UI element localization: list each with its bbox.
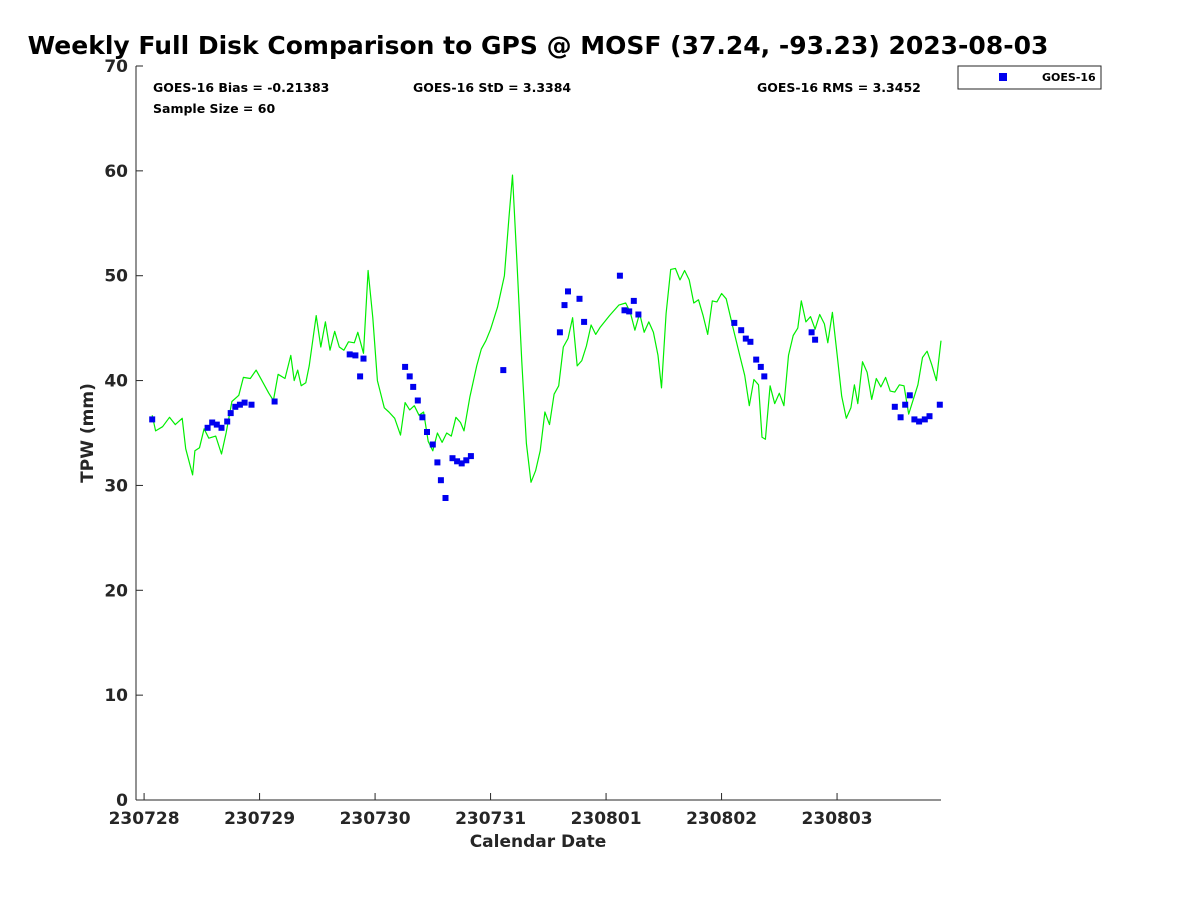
x-tick-label: 230730 xyxy=(340,809,411,829)
legend: GOES-16 xyxy=(957,65,1102,90)
goes16-point xyxy=(232,403,239,410)
goes16-point xyxy=(463,457,470,464)
std-stat: GOES-16 StD = 3.3384 xyxy=(413,80,571,95)
rms-stat: GOES-16 RMS = 3.3452 xyxy=(757,80,921,95)
goes16-point xyxy=(616,272,623,279)
goes16-point xyxy=(467,453,474,460)
goes16-point xyxy=(500,367,507,374)
goes16-point xyxy=(414,397,421,404)
goes16-point xyxy=(902,401,909,408)
chart-title: Weekly Full Disk Comparison to GPS @ MOS… xyxy=(28,31,1049,60)
x-tick-label: 230803 xyxy=(802,809,873,829)
y-tick-label: 10 xyxy=(104,686,128,706)
goes16-point xyxy=(731,319,738,326)
goes16-point xyxy=(442,495,449,501)
goes16-point xyxy=(581,318,588,325)
legend-label-goes16: GOES-16 xyxy=(1042,71,1096,84)
goes16-point xyxy=(224,418,231,425)
goes16-point xyxy=(424,429,430,435)
goes16-point xyxy=(635,311,642,318)
y-tick-label: 20 xyxy=(104,581,128,601)
goes16-point xyxy=(227,410,234,417)
goes16-point xyxy=(906,392,913,399)
goes16-point xyxy=(891,403,898,410)
goes16-point xyxy=(402,363,409,370)
gps-line xyxy=(151,174,942,483)
goes16-point xyxy=(449,455,456,462)
plot-area: 0 10 20 30 40 50 60 70 230728 230729 230730 230731… xyxy=(104,57,943,829)
goes16-point xyxy=(761,373,768,380)
goes16-point xyxy=(434,459,441,466)
goes16-point xyxy=(753,356,760,363)
goes16-point xyxy=(926,413,933,420)
goes16-point xyxy=(213,421,220,428)
goes16-point xyxy=(561,302,568,309)
goes16-point xyxy=(149,416,156,423)
y-tick-label: 40 xyxy=(104,372,128,392)
goes16-point xyxy=(360,355,367,362)
goes16-point xyxy=(357,373,364,380)
legend-box xyxy=(957,65,1102,90)
x-ticks: 230728 230729 230730 230731 230801 230802 2308… xyxy=(109,793,873,829)
goes16-point xyxy=(621,307,628,314)
sample-size-stat: Sample Size = 60 xyxy=(153,101,275,116)
goes16-point xyxy=(565,288,571,295)
legend-marker-goes16 xyxy=(999,73,1007,81)
goes16-point xyxy=(742,335,749,342)
y-tick-label: 50 xyxy=(104,267,128,287)
goes16-point xyxy=(209,419,216,426)
goes16-point xyxy=(936,401,943,408)
goes16-point xyxy=(429,441,436,448)
goes16-point xyxy=(630,297,637,304)
goes16-point xyxy=(352,352,359,359)
goes16-point xyxy=(236,401,243,408)
goes16-point xyxy=(458,460,465,467)
goes16-point xyxy=(406,373,413,380)
x-tick-label: 230731 xyxy=(455,809,526,829)
y-axis-label: TPW (mm) xyxy=(78,383,98,483)
goes16-point xyxy=(410,383,417,390)
goes16-point xyxy=(576,295,583,302)
goes16-point xyxy=(916,418,923,425)
goes16-point xyxy=(897,414,904,421)
goes16-point xyxy=(808,329,815,336)
goes16-point xyxy=(757,363,764,370)
gps-series xyxy=(151,174,942,483)
x-tick-label: 230729 xyxy=(224,809,295,829)
goes16-point xyxy=(204,424,211,431)
goes16-point xyxy=(812,336,819,343)
goes16-point xyxy=(419,414,426,421)
goes16-point xyxy=(437,477,444,484)
y-tick-label: 0 xyxy=(116,791,128,811)
goes16-point xyxy=(556,329,563,336)
goes16-point xyxy=(738,327,745,334)
goes16-point xyxy=(271,398,278,405)
x-tick-label: 230802 xyxy=(686,809,757,829)
goes16-point xyxy=(747,338,754,345)
y-tick-label: 60 xyxy=(104,162,128,182)
goes16-point xyxy=(218,424,225,431)
y-tick-label: 70 xyxy=(104,57,128,77)
bias-stat: GOES-16 Bias = -0.21383 xyxy=(153,80,329,95)
goes16-point xyxy=(241,399,248,406)
x-tick-label: 230728 xyxy=(109,809,180,829)
goes16-point xyxy=(346,351,353,358)
x-tick-label: 230801 xyxy=(571,809,642,829)
x-axis-label: Calendar Date xyxy=(470,832,607,852)
goes-series xyxy=(149,272,943,501)
goes16-point xyxy=(626,308,633,315)
goes16-point xyxy=(921,416,928,423)
goes16-point xyxy=(248,401,255,408)
y-ticks: 0 10 20 30 40 50 60 70 xyxy=(104,57,143,811)
goes16-point xyxy=(454,458,461,465)
goes16-point xyxy=(911,416,918,423)
y-tick-label: 30 xyxy=(104,476,128,496)
